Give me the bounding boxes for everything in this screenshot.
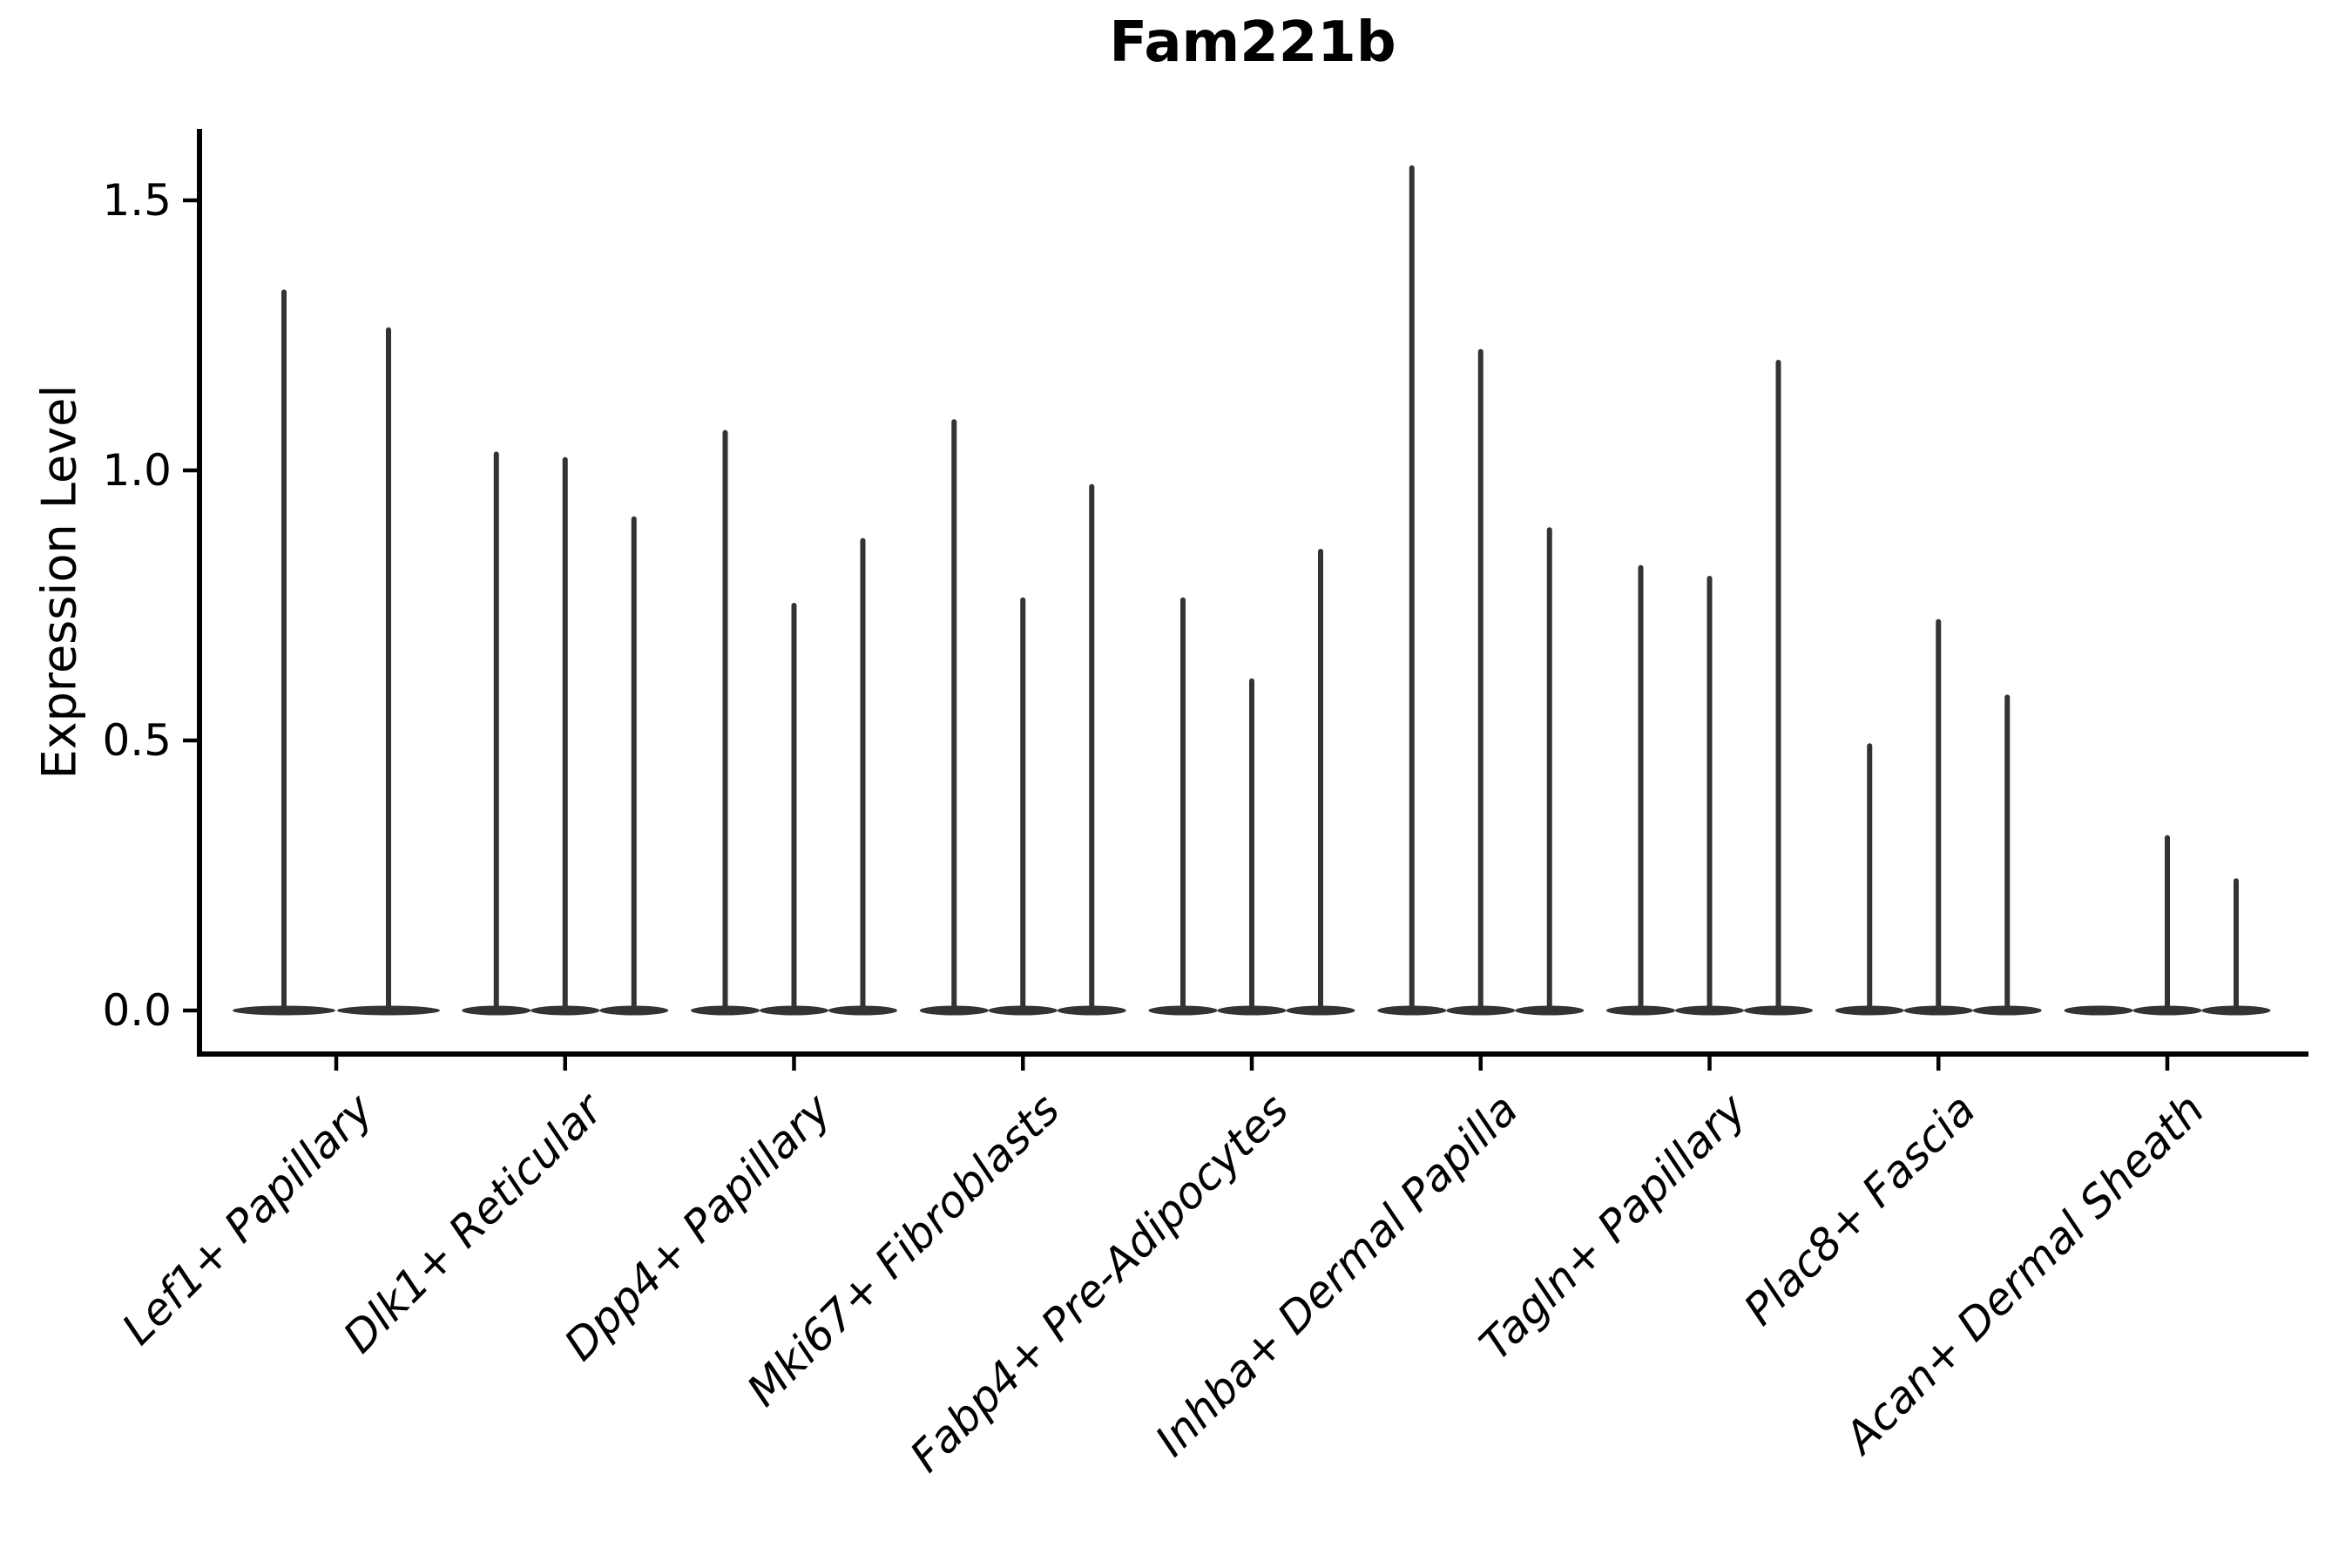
violin-base [531,1005,600,1016]
violin-base [233,1005,335,1016]
violin-base [1903,1005,1973,1016]
chart-title: Fam221b [1109,10,1396,75]
violin-base [1675,1005,1744,1016]
violin-base [1446,1005,1516,1016]
violin-base [1744,1005,1813,1016]
violin-base [919,1005,989,1016]
y-tick-label: 0.0 [102,985,172,1036]
y-tick-label: 0.5 [102,715,172,766]
violin-base [1606,1005,1675,1016]
violin-base [1057,1005,1126,1016]
violin-base [1835,1005,1904,1016]
y-tick-label: 1.0 [102,445,172,496]
violin-base [1148,1005,1218,1016]
violin-base [2132,1005,2202,1016]
violin-base [1377,1005,1447,1016]
violin-base [2064,1005,2133,1016]
violin-base [760,1005,828,1016]
violin-base [1286,1005,1355,1016]
violin-base [462,1005,531,1016]
violin-base [599,1005,669,1016]
violin-base [1972,1005,2042,1016]
violin-base [1515,1005,1585,1016]
violin-base [988,1005,1058,1016]
violin-base [2201,1005,2271,1016]
violin-base [691,1005,760,1016]
violin-base [337,1005,440,1016]
violin-base [828,1005,897,1016]
y-tick-label: 1.5 [102,175,172,226]
violin-base [1217,1005,1287,1016]
